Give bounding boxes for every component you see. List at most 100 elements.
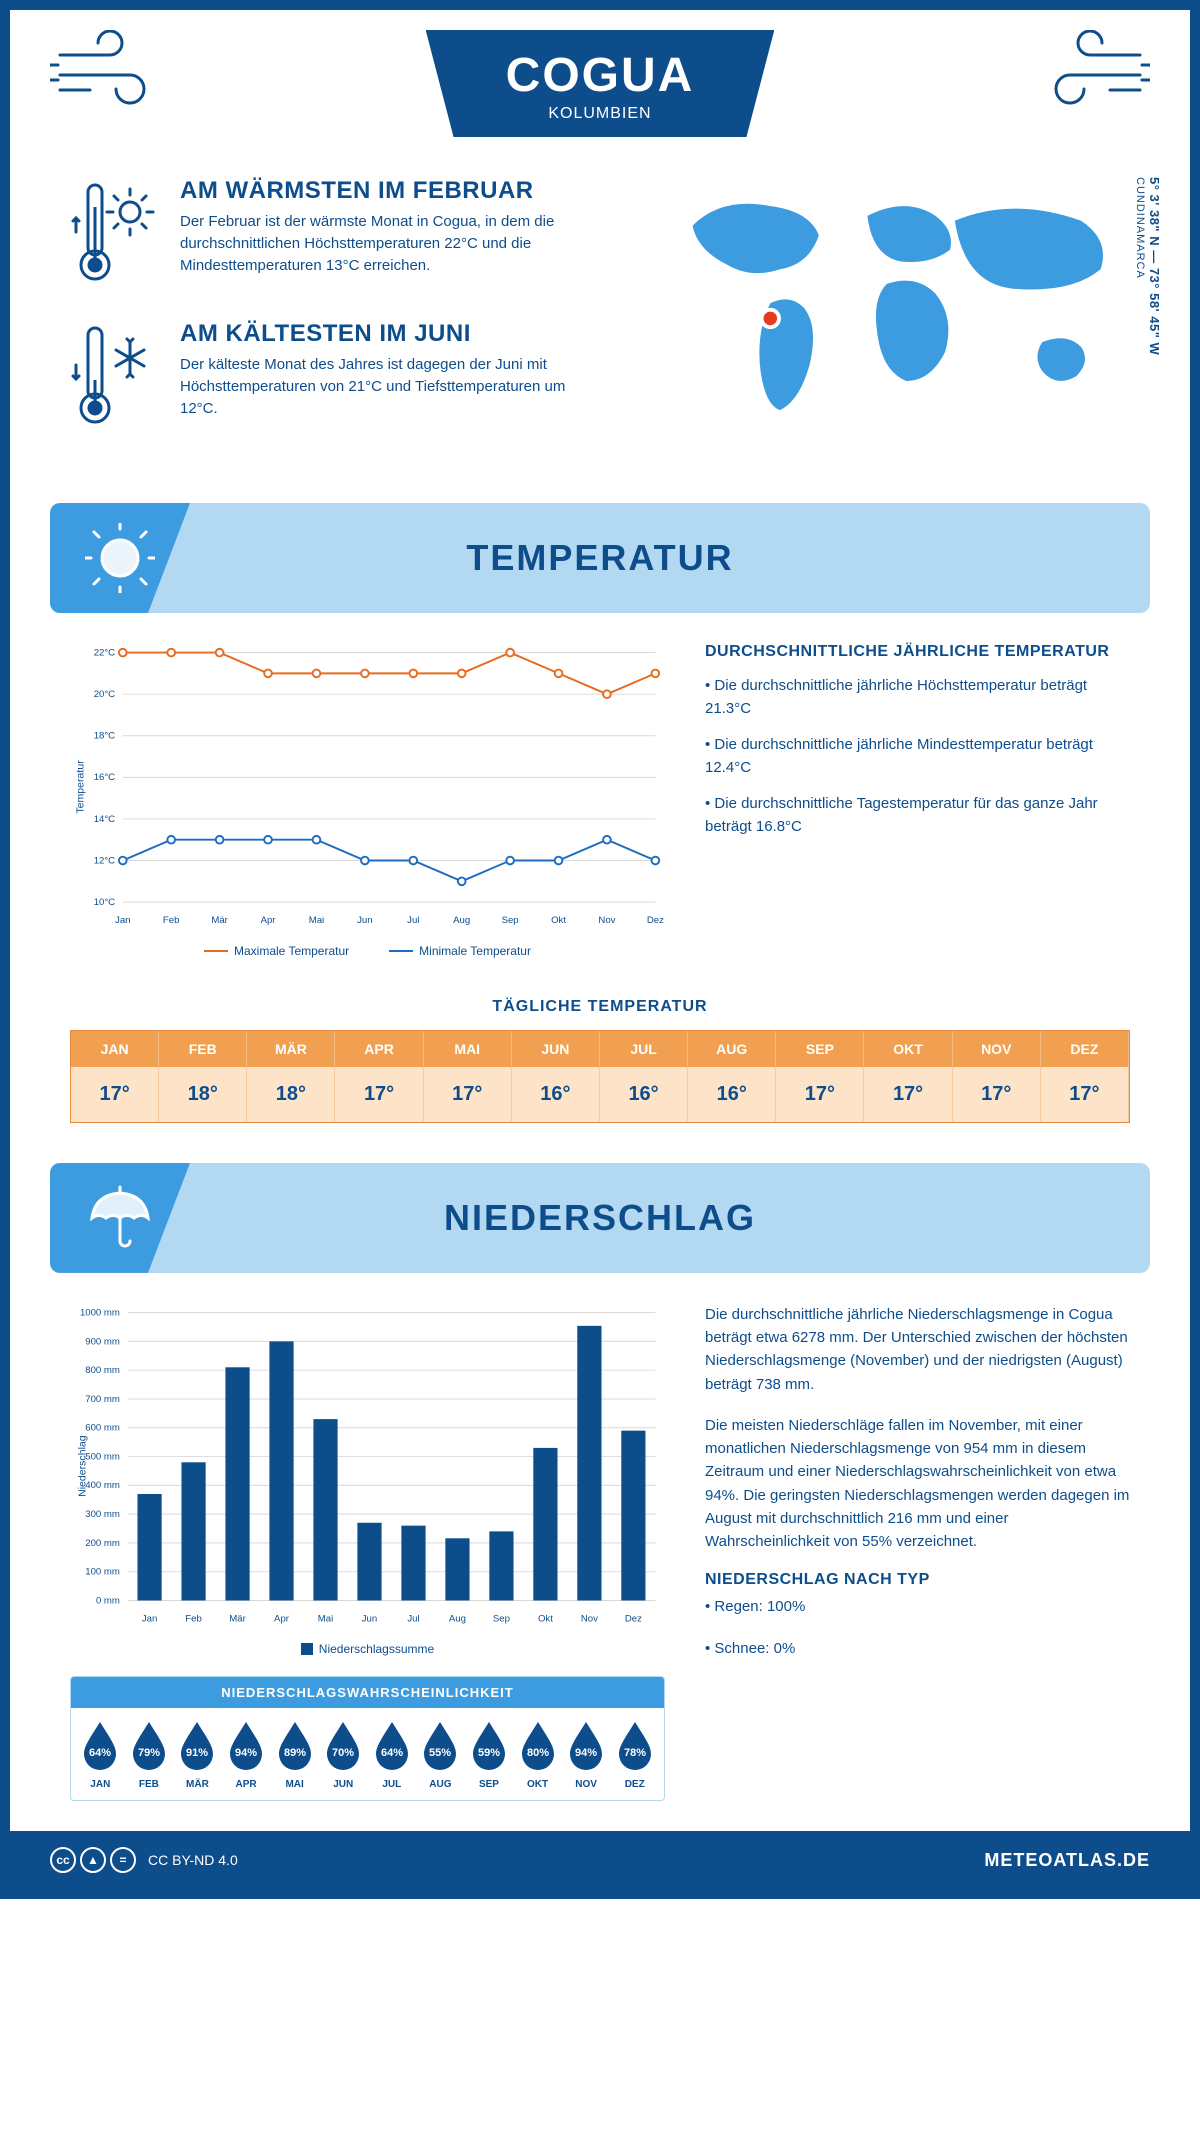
svg-text:500 mm: 500 mm [85, 1451, 120, 1462]
svg-text:14°C: 14°C [94, 814, 115, 825]
precip-type-0: • Regen: 100% [705, 1595, 1130, 1618]
svg-text:Aug: Aug [449, 1613, 466, 1624]
svg-text:59%: 59% [478, 1747, 500, 1759]
daily-value: 17° [776, 1067, 864, 1122]
probability-drop: 94% APR [223, 1720, 270, 1790]
daily-value: 16° [600, 1067, 688, 1122]
site-name: METEOATLAS.DE [984, 1850, 1150, 1871]
svg-text:Mär: Mär [229, 1613, 246, 1624]
temp-summary-title: DURCHSCHNITTLICHE JÄHRLICHE TEMPERATUR [705, 643, 1130, 661]
daily-header: APR [335, 1031, 423, 1067]
svg-text:700 mm: 700 mm [85, 1394, 120, 1405]
warmest-title: AM WÄRMSTEN IM FEBRUAR [180, 177, 604, 205]
svg-text:100 mm: 100 mm [85, 1566, 120, 1577]
probability-title: NIEDERSCHLAGSWAHRSCHEINLICHKEIT [71, 1677, 664, 1708]
precip-section-bar: NIEDERSCHLAG [50, 1163, 1150, 1273]
daily-value: 16° [512, 1067, 600, 1122]
svg-text:Feb: Feb [163, 915, 180, 926]
daily-header: AUG [688, 1031, 776, 1067]
svg-text:200 mm: 200 mm [85, 1538, 120, 1549]
svg-text:64%: 64% [89, 1747, 111, 1759]
svg-text:Mär: Mär [211, 915, 228, 926]
daily-header: SEP [776, 1031, 864, 1067]
probability-drop: 80% OKT [514, 1720, 561, 1790]
daily-value: 17° [953, 1067, 1041, 1122]
precip-chart: 0 mm100 mm200 mm300 mm400 mm500 mm600 mm… [70, 1303, 665, 1629]
svg-text:Aug: Aug [453, 915, 470, 926]
svg-text:20°C: 20°C [94, 689, 115, 700]
daily-value: 18° [247, 1067, 335, 1122]
wind-icon-right [1030, 30, 1150, 115]
probability-box: NIEDERSCHLAGSWAHRSCHEINLICHKEIT 64% JAN … [70, 1676, 665, 1801]
daily-value: 17° [424, 1067, 512, 1122]
world-map [644, 177, 1130, 435]
precip-p2: Die meisten Niederschläge fallen im Nove… [705, 1414, 1130, 1554]
cc-icons: cc ▲ = [50, 1847, 136, 1873]
svg-text:Feb: Feb [185, 1613, 202, 1624]
svg-text:800 mm: 800 mm [85, 1365, 120, 1376]
temperature-chart: 10°C12°C14°C16°C18°C20°C22°CJanFebMärApr… [70, 643, 665, 958]
svg-text:Niederschlag: Niederschlag [76, 1435, 88, 1497]
probability-drop: 79% FEB [126, 1720, 173, 1790]
svg-text:400 mm: 400 mm [85, 1480, 120, 1491]
thermometer-snow-icon [70, 320, 160, 435]
coldest-text: Der kälteste Monat des Jahres ist dagege… [180, 354, 604, 419]
temp-bullet-1: • Die durchschnittliche jährliche Mindes… [705, 734, 1130, 779]
svg-text:Jun: Jun [357, 915, 372, 926]
svg-text:70%: 70% [332, 1747, 354, 1759]
svg-text:Nov: Nov [598, 915, 615, 926]
legend-max: Maximale Temperatur [234, 944, 349, 958]
probability-drop: 91% MÄR [174, 1720, 221, 1790]
cc-icon: cc [50, 1847, 76, 1873]
temperature-body: 10°C12°C14°C16°C18°C20°C22°CJanFebMärApr… [10, 613, 1190, 978]
wind-icon-left [50, 30, 170, 115]
svg-text:Sep: Sep [493, 1613, 510, 1624]
daily-header: JUN [512, 1031, 600, 1067]
probability-drop: 59% SEP [466, 1720, 513, 1790]
precip-legend: Niederschlagssumme [70, 1642, 665, 1656]
footer-license: cc ▲ = CC BY-ND 4.0 [50, 1847, 238, 1873]
svg-text:22°C: 22°C [94, 647, 115, 658]
daily-header: FEB [159, 1031, 247, 1067]
daily-header: MAI [424, 1031, 512, 1067]
warmest-fact: AM WÄRMSTEN IM FEBRUAR Der Februar ist d… [70, 177, 604, 292]
svg-text:18°C: 18°C [94, 731, 115, 742]
temp-bullet-2: • Die durchschnittliche Tagestemperatur … [705, 793, 1130, 838]
temperature-legend: Maximale Temperatur Minimale Temperatur [70, 944, 665, 958]
header: COGUA KOLUMBIEN [10, 10, 1190, 167]
precip-type-title: NIEDERSCHLAG NACH TYP [705, 1571, 1130, 1589]
footer: cc ▲ = CC BY-ND 4.0 METEOATLAS.DE [10, 1831, 1190, 1889]
svg-text:Temperatur: Temperatur [74, 760, 86, 814]
svg-text:Sep: Sep [502, 915, 519, 926]
probability-drop: 64% JUL [368, 1720, 415, 1790]
precip-text-column: Die durchschnittliche jährliche Niedersc… [705, 1303, 1130, 1801]
svg-text:89%: 89% [284, 1747, 306, 1759]
temp-bullet-0: • Die durchschnittliche jährliche Höchst… [705, 675, 1130, 720]
coldest-fact: AM KÄLTESTEN IM JUNI Der kälteste Monat … [70, 320, 604, 435]
svg-text:900 mm: 900 mm [85, 1336, 120, 1347]
svg-text:Okt: Okt [538, 1613, 553, 1624]
daily-temp-table: JANFEBMÄRAPRMAIJUNJULAUGSEPOKTNOVDEZ17°1… [70, 1030, 1130, 1123]
svg-text:91%: 91% [186, 1747, 208, 1759]
svg-text:0 mm: 0 mm [96, 1595, 120, 1606]
daily-value: 17° [864, 1067, 952, 1122]
temperature-heading: TEMPERATUR [50, 537, 1150, 579]
svg-text:600 mm: 600 mm [85, 1423, 120, 1434]
svg-text:Jan: Jan [115, 915, 130, 926]
svg-text:55%: 55% [429, 1747, 451, 1759]
country-subtitle: KOLUMBIEN [506, 105, 695, 123]
daily-value: 17° [1041, 1067, 1129, 1122]
coldest-title: AM KÄLTESTEN IM JUNI [180, 320, 604, 348]
precip-p1: Die durchschnittliche jährliche Niedersc… [705, 1303, 1130, 1396]
infographic-page: COGUA KOLUMBIEN [0, 0, 1200, 1899]
svg-text:79%: 79% [138, 1747, 160, 1759]
svg-text:Jun: Jun [362, 1613, 377, 1624]
probability-drop: 89% MAI [271, 1720, 318, 1790]
daily-value: 17° [335, 1067, 423, 1122]
svg-text:94%: 94% [235, 1747, 257, 1759]
svg-text:80%: 80% [527, 1747, 549, 1759]
svg-text:Jul: Jul [407, 915, 419, 926]
temperature-section-bar: TEMPERATUR [50, 503, 1150, 613]
svg-text:Nov: Nov [581, 1613, 598, 1624]
svg-text:Dez: Dez [625, 1613, 642, 1624]
